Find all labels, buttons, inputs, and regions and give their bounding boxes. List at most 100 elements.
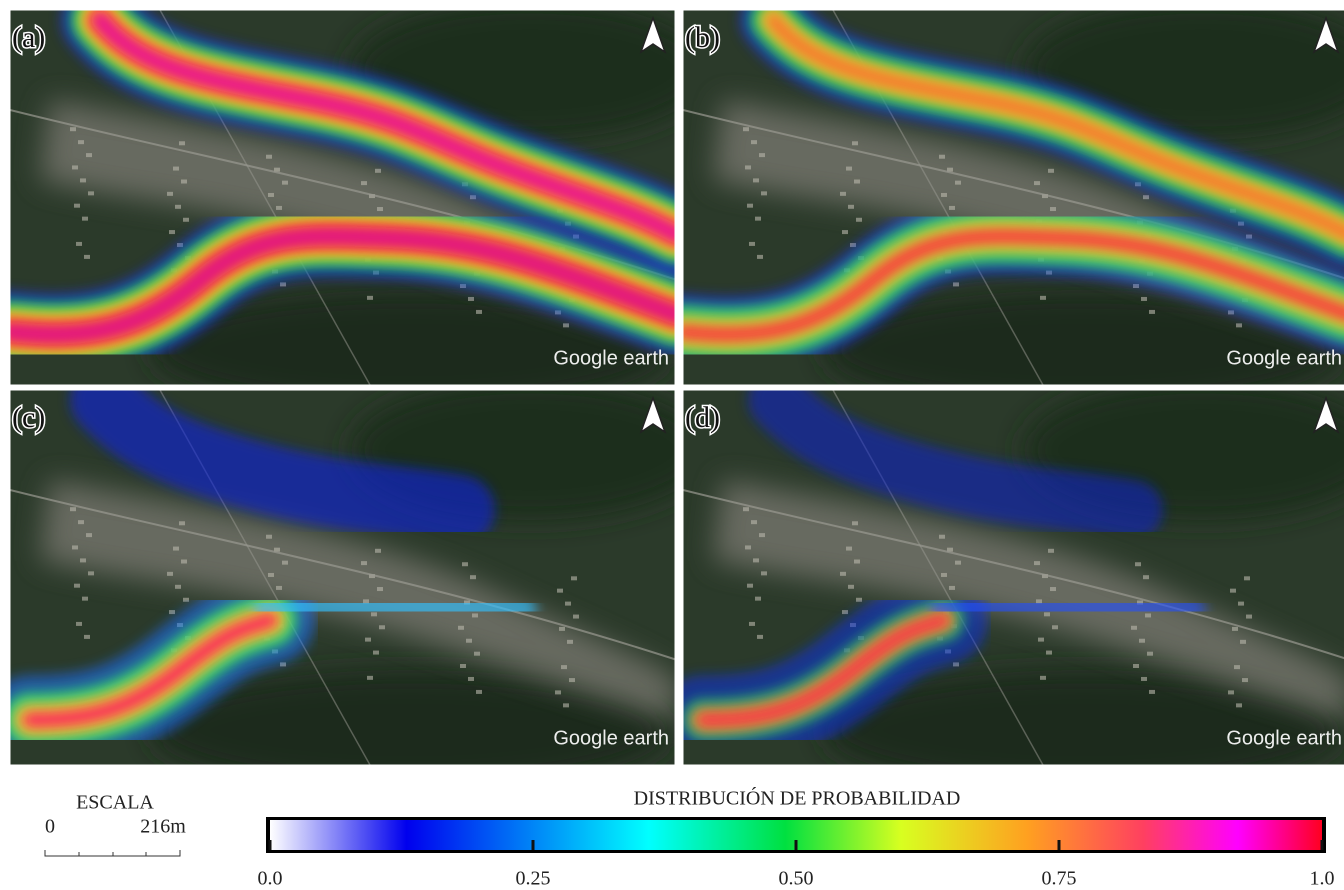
building bbox=[375, 548, 381, 553]
panel-frame bbox=[682, 389, 1344, 766]
panel-label: (b) bbox=[685, 21, 720, 54]
north-arrow bbox=[639, 395, 667, 434]
building bbox=[466, 638, 472, 643]
map-panel: (a) Google earth bbox=[9, 9, 676, 386]
building bbox=[74, 203, 80, 208]
building bbox=[268, 192, 274, 197]
building bbox=[88, 571, 94, 576]
building bbox=[1038, 637, 1044, 642]
panel-label: (c) bbox=[12, 401, 45, 434]
building bbox=[751, 140, 757, 145]
building bbox=[88, 191, 94, 196]
building bbox=[1048, 168, 1054, 173]
building bbox=[183, 217, 189, 222]
building bbox=[1228, 310, 1234, 315]
building bbox=[1230, 588, 1236, 593]
building bbox=[567, 639, 573, 644]
building bbox=[167, 191, 173, 196]
building bbox=[751, 520, 757, 525]
scale-start: 0 bbox=[45, 816, 55, 838]
map bbox=[10, 10, 675, 385]
building bbox=[175, 204, 181, 209]
building bbox=[1238, 601, 1244, 606]
building bbox=[745, 545, 751, 550]
road bbox=[683, 489, 1344, 660]
building bbox=[848, 584, 854, 589]
building bbox=[1133, 284, 1139, 288]
building bbox=[476, 309, 482, 314]
building bbox=[181, 559, 187, 564]
building bbox=[846, 166, 852, 171]
building bbox=[941, 572, 947, 577]
probability-band bbox=[10, 226, 675, 345]
probability-band bbox=[931, 582, 1205, 632]
probability-band bbox=[91, 11, 675, 244]
building bbox=[78, 520, 84, 525]
building bbox=[78, 140, 84, 145]
building bbox=[1228, 690, 1234, 695]
building bbox=[1046, 650, 1052, 655]
colorbar-tick-label: 1.0 bbox=[1310, 868, 1335, 890]
building bbox=[557, 588, 563, 593]
building bbox=[1034, 561, 1040, 566]
building bbox=[86, 153, 92, 158]
building bbox=[167, 571, 173, 576]
vegetation bbox=[150, 290, 670, 385]
building bbox=[856, 597, 862, 602]
building bbox=[468, 296, 474, 301]
building bbox=[749, 621, 755, 626]
building bbox=[563, 703, 569, 708]
building bbox=[274, 547, 280, 552]
panel-frame bbox=[682, 9, 1344, 386]
building bbox=[179, 521, 185, 526]
building bbox=[759, 533, 765, 538]
building bbox=[842, 610, 848, 615]
legend: ESCALA 0 216m DISTRIBUCIÓN DE PROBABILID… bbox=[44, 786, 1335, 890]
building bbox=[74, 583, 80, 588]
building bbox=[76, 621, 82, 626]
building bbox=[169, 610, 175, 615]
colorbar-tick-label: 0.0 bbox=[258, 868, 283, 890]
map bbox=[683, 10, 1344, 385]
building bbox=[282, 180, 288, 185]
vegetation bbox=[823, 290, 1343, 385]
building bbox=[955, 180, 961, 185]
building bbox=[1048, 548, 1054, 553]
building bbox=[173, 166, 179, 171]
building bbox=[1143, 195, 1149, 200]
north-arrow bbox=[1312, 15, 1340, 54]
building bbox=[1040, 295, 1046, 300]
building bbox=[266, 154, 272, 159]
building bbox=[1141, 676, 1147, 681]
building bbox=[955, 560, 961, 565]
building bbox=[1149, 689, 1155, 694]
building bbox=[1133, 664, 1139, 668]
map-panel: (b) Google earth bbox=[682, 9, 1344, 386]
building bbox=[856, 217, 862, 222]
map-panel: (d) Google earth bbox=[682, 389, 1344, 766]
building bbox=[175, 584, 181, 589]
building bbox=[375, 168, 381, 173]
building bbox=[842, 230, 848, 235]
building bbox=[80, 558, 86, 563]
building bbox=[850, 243, 856, 248]
probability-band bbox=[697, 614, 949, 726]
building bbox=[1042, 194, 1048, 199]
building bbox=[761, 571, 767, 576]
building bbox=[266, 534, 272, 539]
building bbox=[268, 572, 274, 577]
building bbox=[1141, 296, 1147, 301]
building bbox=[852, 141, 858, 146]
building bbox=[70, 127, 76, 132]
panel-frame bbox=[9, 389, 676, 766]
building bbox=[369, 574, 375, 579]
building bbox=[86, 533, 92, 538]
building bbox=[753, 558, 759, 563]
building bbox=[1244, 576, 1250, 581]
building bbox=[84, 254, 90, 259]
watermark: Google earth bbox=[1226, 347, 1342, 369]
colorbar-tick-label: 0.75 bbox=[1042, 868, 1077, 890]
north-arrow bbox=[1312, 395, 1340, 434]
map-panels: (a) Google earth (b) Google earth (c) Google … bbox=[9, 9, 1344, 766]
building bbox=[361, 561, 367, 566]
